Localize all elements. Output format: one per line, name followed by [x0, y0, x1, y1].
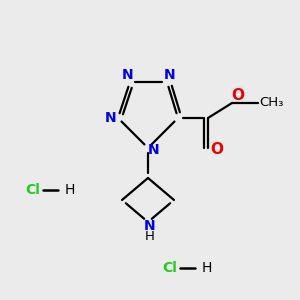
Text: N: N [122, 68, 134, 82]
Text: N: N [105, 111, 117, 125]
Text: N: N [164, 68, 176, 82]
Text: Cl: Cl [162, 261, 177, 275]
Text: H: H [65, 183, 75, 197]
Text: O: O [232, 88, 244, 104]
Text: N: N [144, 219, 156, 233]
Text: H: H [145, 230, 155, 242]
Text: Cl: Cl [25, 183, 40, 197]
Text: N: N [148, 143, 160, 157]
Text: H: H [202, 261, 212, 275]
Text: CH₃: CH₃ [259, 97, 283, 110]
Text: O: O [211, 142, 224, 158]
